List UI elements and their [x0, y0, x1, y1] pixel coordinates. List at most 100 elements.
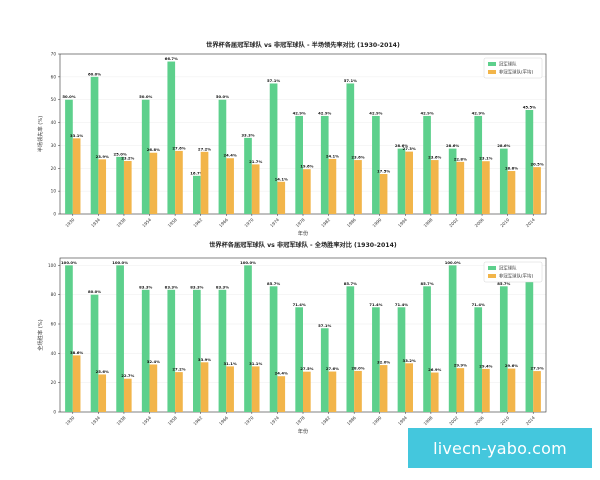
non-champion-bar-1938 — [123, 160, 132, 214]
champion-bar-1934 — [90, 294, 99, 412]
champion-value-label: 71.4% — [369, 302, 382, 307]
x-tick-label: 1938 — [116, 217, 127, 228]
champion-bar-1970 — [244, 137, 252, 214]
chart-title: 世界杯各届冠军球队 vs 非冠军球队 - 全场胜率对比 (1930-2014) — [209, 241, 397, 249]
x-tick-label: 2010 — [499, 217, 510, 228]
non-champion-bar-1978 — [303, 371, 311, 412]
watermark-text: livecn-yabo.com — [433, 438, 567, 458]
x-tick-label: 2006 — [474, 415, 485, 426]
x-tick-label: 2014 — [525, 217, 536, 228]
champion-value-label: 28.6% — [395, 143, 408, 148]
champion-value-label: 50.0% — [216, 94, 229, 99]
chart-2: 世界杯各届冠军球队 vs 非冠军球队 - 全场胜率对比 (1930-2014) 0… — [36, 241, 547, 435]
non-champion-bar-1934 — [98, 159, 107, 214]
champion-bar-1982 — [320, 115, 329, 214]
non-champion-bar-2006 — [482, 161, 490, 214]
non-champion-value-label: 32.0% — [377, 360, 390, 365]
champion-bar-1958 — [167, 61, 176, 214]
champion-bar-1998 — [423, 286, 431, 412]
non-champion-bar-1998 — [430, 160, 439, 214]
non-champion-bar-1990 — [379, 365, 388, 412]
x-tick-label: 1938 — [116, 415, 127, 426]
non-champion-value-label: 23.6% — [428, 155, 441, 160]
legend-box — [483, 261, 543, 283]
y-tick-label: 30 — [51, 143, 57, 148]
x-tick-label: 1966 — [218, 415, 229, 426]
x-tick-label: 1934 — [90, 217, 101, 228]
non-champion-value-label: 23.1% — [479, 156, 492, 161]
non-champion-bar-1958 — [175, 150, 183, 214]
x-tick-label: 1930 — [64, 415, 75, 426]
y-tick-label: 20 — [51, 166, 57, 171]
legend-swatch — [488, 70, 496, 74]
x-tick-label: 1990 — [371, 217, 382, 228]
champion-value-label: 42.9% — [318, 110, 331, 115]
y-tick-label: 40 — [51, 351, 57, 356]
non-champion-value-label: 23.6% — [351, 155, 364, 160]
x-tick-label: 1986 — [346, 217, 357, 228]
x-tick-label: 1962 — [192, 415, 203, 426]
non-champion-value-label: 27.2% — [172, 367, 185, 372]
legend-swatch — [488, 274, 496, 278]
y-tick-label: 10 — [51, 189, 57, 194]
x-tick-label: 1974 — [269, 415, 280, 426]
non-champion-value-label: 18.8% — [505, 166, 518, 171]
champion-value-label: 42.9% — [420, 110, 433, 115]
non-champion-value-label: 33.2% — [403, 358, 416, 363]
non-champion-bar-1954 — [149, 152, 158, 214]
champion-bar-2006 — [474, 307, 483, 412]
x-axis-label: 年份 — [298, 229, 309, 237]
champion-value-label: 57.1% — [267, 78, 280, 83]
legend-entry-label: 冠军球队 — [499, 265, 517, 272]
non-champion-bar-1982 — [328, 371, 337, 412]
champion-value-label: 16.7% — [190, 170, 203, 175]
non-champion-bar-1930 — [72, 138, 81, 214]
legend-box — [483, 57, 543, 79]
x-tick-label: 1974 — [269, 217, 280, 228]
non-champion-value-label: 27.6% — [326, 366, 339, 371]
x-tick-label: 1954 — [141, 217, 152, 228]
legend-entry-label: 非冠军球队(平均) — [499, 69, 533, 76]
champion-bar-1934 — [90, 76, 99, 214]
x-tick-label: 1998 — [423, 217, 434, 228]
champion-bar-1982 — [320, 328, 329, 412]
champion-bar-2002 — [448, 265, 457, 412]
x-tick-label: 1930 — [64, 217, 75, 228]
champion-bar-1938 — [116, 156, 124, 214]
legend-entry-label: 冠军球队 — [499, 61, 517, 68]
champion-value-label: 100.0% — [445, 260, 461, 265]
champion-bar-1954 — [141, 99, 150, 214]
x-tick-label: 2006 — [474, 217, 485, 228]
champion-bar-1978 — [295, 307, 303, 412]
non-champion-value-label: 26.8% — [147, 147, 160, 152]
champion-bar-1970 — [244, 265, 252, 412]
x-tick-label: 1954 — [141, 415, 152, 426]
non-champion-bar-1966 — [226, 366, 234, 412]
champion-value-label: 100.0% — [61, 260, 77, 265]
non-champion-bar-1966 — [226, 158, 234, 214]
non-champion-value-label: 33.9% — [198, 357, 211, 362]
non-champion-value-label: 24.1% — [326, 153, 339, 158]
non-champion-bar-1974 — [277, 376, 286, 412]
chart-title: 世界杯各届冠军球队 vs 非冠军球队 - 半场领先率对比 (1930-2014) — [206, 41, 400, 49]
non-champion-value-label: 26.9% — [428, 367, 441, 372]
non-champion-value-label: 29.4% — [479, 363, 492, 368]
non-champion-value-label: 22.7% — [121, 373, 134, 378]
champion-bar-1930 — [65, 265, 73, 412]
champion-bar-1962 — [193, 175, 201, 214]
x-tick-label: 1978 — [295, 217, 306, 228]
x-tick-label: 1986 — [346, 415, 357, 426]
watermark-banner: livecn-yabo.com — [408, 428, 592, 468]
non-champion-value-label: 20.5% — [530, 162, 543, 167]
non-champion-bar-2014 — [533, 167, 541, 214]
champion-value-label: 50.0% — [62, 94, 75, 99]
non-champion-bar-1970 — [251, 164, 260, 214]
champion-bar-1986 — [346, 286, 355, 412]
y-tick-label: 40 — [51, 120, 57, 125]
non-champion-value-label: 25.6% — [96, 369, 109, 374]
champion-bar-1990 — [372, 115, 380, 214]
non-champion-value-label: 27.6% — [172, 145, 185, 150]
champion-bar-1990 — [372, 307, 380, 412]
champion-value-label: 57.1% — [318, 323, 331, 328]
